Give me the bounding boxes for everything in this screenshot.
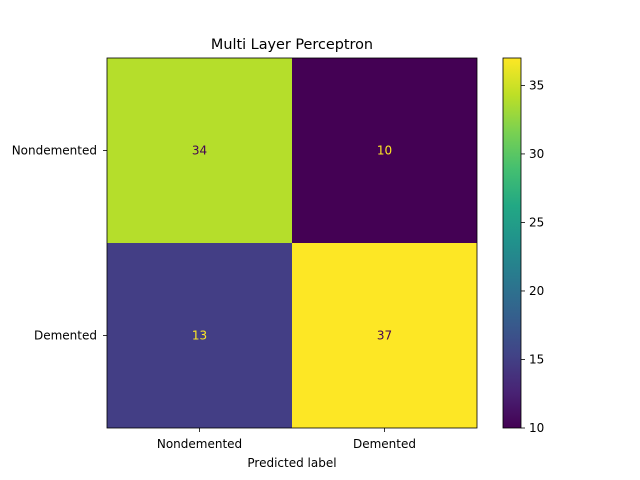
colorbar-gradient xyxy=(503,58,521,428)
cell-value-label: 13 xyxy=(192,329,207,343)
colorbar-tick-label: 25 xyxy=(529,215,544,229)
y-tick-label: Nondemented xyxy=(12,144,97,158)
colorbar-tick-label: 10 xyxy=(529,421,544,435)
chart-title: Multi Layer Perceptron xyxy=(211,37,373,53)
matrix-cell xyxy=(292,58,477,243)
matrix-cell xyxy=(107,243,292,428)
cell-value-label: 34 xyxy=(192,144,207,158)
colorbar-frame xyxy=(502,57,522,429)
matrix-cells: 34 10 13 37 xyxy=(107,58,477,428)
matrix-cell xyxy=(107,58,292,243)
cell-value-label: 10 xyxy=(377,144,392,158)
x-axis-label: Predicted label xyxy=(247,456,336,470)
colorbar-tick-label: 20 xyxy=(529,284,544,298)
y-tick-label: Demented xyxy=(34,329,97,343)
colorbar: 10 15 20 25 30 35 xyxy=(502,57,544,435)
colorbar-tick-label: 30 xyxy=(529,147,544,161)
x-tick-label: Demented xyxy=(353,437,416,451)
colorbar-tick-label: 35 xyxy=(529,78,544,92)
plot-frame xyxy=(106,57,478,429)
matrix-cell xyxy=(292,243,477,428)
x-tick-label: Nondemented xyxy=(157,437,242,451)
cell-value-label: 37 xyxy=(377,329,392,343)
matrix-axes: Nondemented Demented Nondemented Demented xyxy=(12,57,478,451)
colorbar-tick-label: 15 xyxy=(529,352,544,366)
